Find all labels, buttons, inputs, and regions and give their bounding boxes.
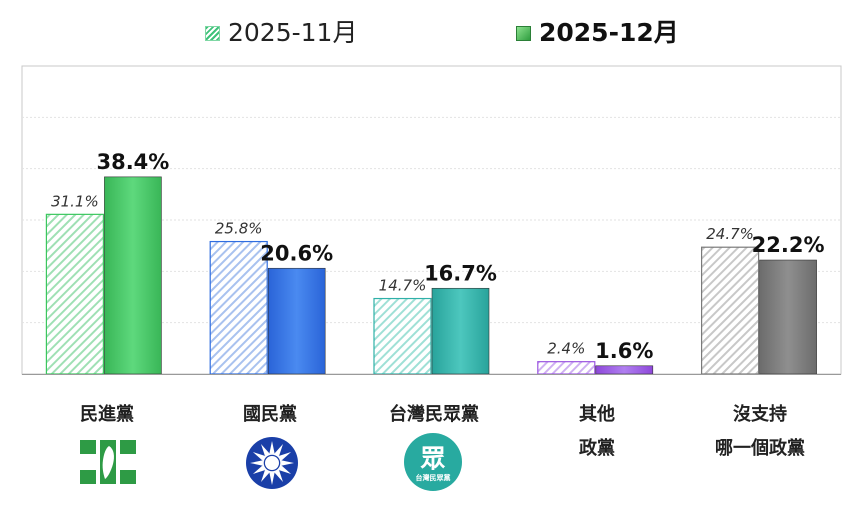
- category-label-none: 沒支持 哪一個政黨: [685, 398, 835, 466]
- category-label-dpp: 民進黨: [32, 398, 182, 432]
- legend-label-2025-12: 2025-12月: [539, 18, 679, 47]
- category-label-other-line1: 其他: [579, 404, 615, 425]
- category-label-none-line2: 哪一個政黨: [715, 438, 805, 459]
- bar-tpp-2025-12: [431, 287, 490, 375]
- kmt-sun-ray: [250, 460, 263, 466]
- bar-other-2025-11: [537, 361, 596, 375]
- bar-tpp-2025-11: [373, 297, 432, 375]
- kmt-sun-ray: [281, 460, 294, 466]
- data-label-none-2025-11: 24.7%: [706, 225, 754, 243]
- kmt-sun-ray: [279, 452, 292, 461]
- category-label-kmt-line1: 國民黨: [243, 404, 297, 425]
- data-label-none-2025-12: 22.2%: [752, 233, 825, 257]
- kmt-sun-ray: [252, 465, 265, 474]
- kmt-sun-ray: [269, 441, 275, 454]
- data-label-other-2025-12: 1.6%: [595, 339, 653, 363]
- category-label-none-line1: 沒支持: [733, 404, 787, 425]
- category-label-tpp-line1: 台灣民眾黨: [389, 404, 479, 425]
- bar-none-2025-11: [700, 246, 760, 375]
- data-label-kmt-2025-12: 20.6%: [260, 241, 333, 265]
- bars-group: [45, 176, 817, 375]
- data-label-other-2025-11: 2.4%: [547, 340, 585, 358]
- bar-other-2025-12: [595, 365, 654, 375]
- dpp-party-logo-icon: [80, 440, 136, 484]
- kmt-sun-ray: [269, 472, 275, 485]
- category-label-tpp: 台灣民眾黨: [359, 398, 509, 432]
- legend-swatch-2025-12: [516, 25, 531, 41]
- kmt-party-emblem-icon: [246, 437, 298, 489]
- chart-legend: 2025-11月 2025-12月: [0, 0, 866, 60]
- kmt-sun-ray: [252, 452, 265, 461]
- category-label-other-line2: 政黨: [579, 438, 615, 459]
- legend-item-2025-12: 2025-12月: [516, 18, 679, 48]
- category-label-kmt: 國民黨: [195, 398, 345, 432]
- kmt-sun-ray: [261, 470, 270, 483]
- data-label-dpp-2025-11: 31.1%: [51, 192, 99, 210]
- legend-item-2025-11: 2025-11月: [205, 18, 357, 48]
- tpp-logo-text: 台灣民眾黨: [416, 473, 451, 482]
- kmt-sun-ray: [274, 443, 283, 456]
- bar-kmt-2025-11: [209, 240, 268, 375]
- bar-none-2025-12: [759, 259, 817, 375]
- kmt-sun-ray: [279, 465, 292, 474]
- legend-swatch-2025-11: [205, 25, 220, 41]
- bar-dpp-2025-12: [104, 176, 162, 375]
- category-label-other: 其他 政黨: [522, 398, 672, 466]
- legend-label-2025-11: 2025-11月: [228, 18, 358, 47]
- bar-kmt-2025-12: [267, 267, 326, 375]
- data-labels-group: 31.1% 38.4% 25.8% 20.6% 14.7%16.7% 2.4% 1.6% 24…: [51, 150, 824, 363]
- kmt-sun-ray: [274, 470, 283, 483]
- data-label-tpp-2025-12: 16.7%: [424, 261, 497, 285]
- tpp-logo-glyph: 眾: [419, 444, 445, 473]
- bar-dpp-2025-11: [45, 213, 105, 375]
- category-label-dpp-line1: 民進黨: [80, 404, 134, 425]
- data-label-tpp-2025-11: 14.7%: [379, 277, 427, 295]
- data-label-kmt-2025-11: 25.8%: [215, 220, 263, 238]
- kmt-sun-ray: [261, 443, 270, 456]
- tpp-party-logo-icon: 眾 台灣民眾黨: [404, 433, 462, 491]
- data-label-dpp-2025-12: 38.4%: [96, 150, 169, 174]
